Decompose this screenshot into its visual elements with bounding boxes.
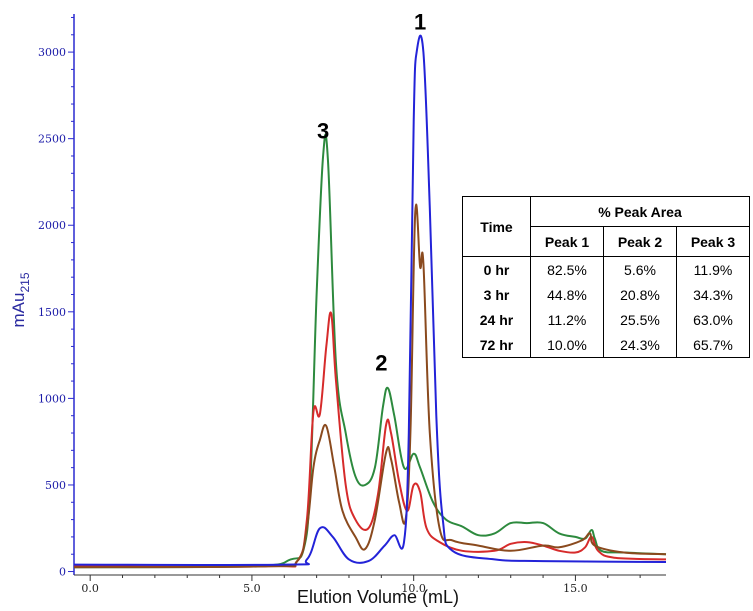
- table-header-peak-2: Peak 2: [603, 226, 677, 257]
- series-line-0: [73, 34, 667, 566]
- table-cell-time: 72 hr: [462, 332, 531, 358]
- peak-label-3: 3: [317, 119, 329, 144]
- x-tick-label: 10.0: [401, 582, 426, 595]
- table-header-row: Time % Peak Area: [462, 196, 750, 257]
- table-cell: 20.8%: [603, 282, 677, 307]
- peak-label-1: 1: [414, 10, 426, 35]
- table-header-peak-1: Peak 1: [530, 226, 604, 257]
- table-cell-time: 3 hr: [462, 282, 531, 307]
- x-axis-label: Elution Volume (mL): [297, 587, 459, 607]
- series-line-2: [73, 311, 667, 568]
- y-axis-label: mAu215: [9, 272, 32, 327]
- table-cell-time: 0 hr: [462, 256, 531, 282]
- y-tick-label: 3000: [38, 46, 66, 59]
- series-layer: [73, 34, 667, 569]
- table-row: 72 hr 10.0% 24.3% 65.7%: [462, 332, 750, 358]
- table-row: 0 hr 82.5% 5.6% 11.9%: [462, 256, 750, 282]
- table-cell: 82.5%: [530, 256, 604, 282]
- table-cell: 24.3%: [603, 332, 677, 358]
- labels-layer: 1 2 3: [317, 10, 426, 376]
- y-tick-label: 2500: [38, 133, 66, 146]
- table-cell: 10.0%: [530, 332, 604, 358]
- x-tick-label: 0.0: [81, 582, 99, 595]
- y-tick-label: 2000: [38, 219, 66, 232]
- axes: 0 500 1000 1500 2000 2500 3000 0.0 5.0 10.0 15.0: [38, 14, 666, 595]
- table-cell: 63.0%: [676, 307, 750, 332]
- table-cell: 65.7%: [676, 332, 750, 358]
- table-row: 3 hr 44.8% 20.8% 34.3%: [462, 282, 750, 307]
- y-axis-label-subscript: 215: [18, 272, 32, 292]
- table-row: 24 hr 11.2% 25.5% 63.0%: [462, 307, 750, 332]
- table-header-group: % Peak Area: [530, 196, 750, 227]
- y-tick-label: 1500: [38, 306, 66, 319]
- table-cell: 5.6%: [603, 256, 677, 282]
- y-tick-label: 0: [59, 566, 66, 579]
- table-cell: 34.3%: [676, 282, 750, 307]
- table-cell: 11.2%: [530, 307, 604, 332]
- y-tick-label: 1000: [38, 392, 66, 405]
- y-tick-label: 500: [45, 479, 66, 492]
- x-tick-label: 15.0: [563, 582, 588, 595]
- peak-area-table: Time % Peak Area Peak 1 Peak 2 Peak 3 0 …: [462, 196, 750, 358]
- series-line-1: [73, 133, 667, 569]
- table-cell: 44.8%: [530, 282, 604, 307]
- table-header-peak-3: Peak 3: [676, 226, 750, 257]
- table-cell: 11.9%: [676, 256, 750, 282]
- x-tick-label: 5.0: [243, 582, 261, 595]
- table-cell-time: 24 hr: [462, 307, 531, 332]
- peak-label-2: 2: [375, 351, 387, 376]
- table-subheader-row: Peak 1 Peak 2 Peak 3: [463, 226, 750, 257]
- y-axis-label-main: mAu: [9, 293, 28, 328]
- series-line-3: [73, 203, 667, 569]
- table-header-time: Time: [462, 196, 531, 257]
- table-cell: 25.5%: [603, 307, 677, 332]
